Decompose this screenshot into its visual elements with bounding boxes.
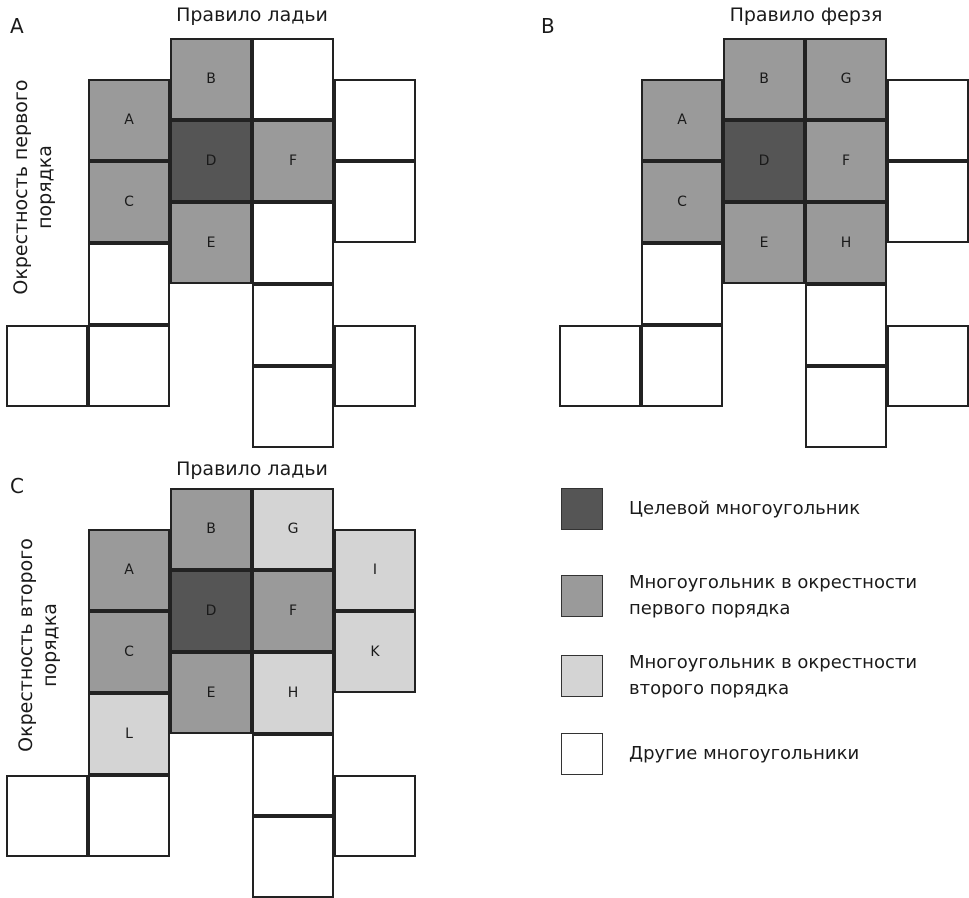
- polygon-other: [805, 366, 887, 448]
- polygon-c: C: [641, 161, 723, 243]
- polygon-g: G: [252, 488, 334, 570]
- legend-label-other: Другие многоугольники: [629, 743, 860, 764]
- panel-a-title: Правило ладьи: [176, 4, 328, 26]
- legend-swatch-first-order: [561, 575, 603, 617]
- polygon-a: A: [88, 529, 170, 611]
- polygon-e: E: [170, 202, 252, 284]
- polygon-d: D: [170, 570, 252, 652]
- polygon-l: L: [88, 693, 170, 775]
- panel-c: C Правило ладьи Окрестность второго поря…: [0, 0, 460, 898]
- polygon-other: [559, 325, 641, 407]
- polygon-other: [805, 284, 887, 366]
- polygon-b: B: [170, 38, 252, 120]
- polygon-f: F: [252, 570, 334, 652]
- polygon-a: A: [88, 79, 170, 161]
- polygon-other: [334, 79, 416, 161]
- polygon-f: F: [805, 120, 887, 202]
- polygon-b: B: [723, 38, 805, 120]
- polygon-b: B: [170, 488, 252, 570]
- polygon-other: [887, 161, 969, 243]
- panel-c-title: Правило ладьи: [176, 458, 328, 480]
- legend-label-target: Целевой многоугольник: [629, 498, 861, 519]
- polygon-other: [252, 734, 334, 816]
- polygon-d: D: [170, 120, 252, 202]
- polygon-other: [334, 325, 416, 407]
- polygon-other: [887, 325, 969, 407]
- polygon-other: [252, 284, 334, 366]
- polygon-other: [887, 79, 969, 161]
- polygon-h: H: [805, 202, 887, 284]
- polygon-other: [641, 325, 723, 407]
- polygon-other: [334, 775, 416, 857]
- polygon-d: D: [723, 120, 805, 202]
- legend-label-second-order: Многоугольник в окрестности второго поря…: [629, 652, 918, 699]
- polygon-h: H: [252, 652, 334, 734]
- polygon-other: [252, 366, 334, 448]
- polygon-c: C: [88, 611, 170, 693]
- polygon-k: K: [334, 611, 416, 693]
- polygon-e: E: [170, 652, 252, 734]
- panel-c-letter: C: [10, 474, 24, 498]
- polygon-other: [88, 775, 170, 857]
- panel-a: A Правило ладьи Окрестность первого поря…: [0, 0, 460, 450]
- polygon-g: G: [805, 38, 887, 120]
- legend-other: Другие многоугольники: [561, 733, 859, 775]
- polygon-other: [334, 161, 416, 243]
- polygon-other: [6, 325, 88, 407]
- polygon-e: E: [723, 202, 805, 284]
- legend-second-order: Многоугольник в окрестности второго поря…: [561, 650, 917, 702]
- polygon-other: [641, 243, 723, 325]
- polygon-other: [252, 38, 334, 120]
- legend-target: Целевой многоугольник: [561, 488, 860, 530]
- panel-c-side-label: Окрестность второго порядка: [15, 538, 61, 752]
- legend-swatch-target: [561, 488, 603, 530]
- panel-b-title: Правило ферзя: [729, 4, 883, 26]
- panel-b-letter: B: [541, 14, 555, 38]
- polygon-c: C: [88, 161, 170, 243]
- polygon-other: [252, 816, 334, 898]
- legend-first-order: Многоугольник в окрестности первого поря…: [561, 570, 917, 622]
- polygon-other: [88, 325, 170, 407]
- polygon-other: [88, 243, 170, 325]
- panel-a-letter: A: [10, 14, 24, 38]
- legend-label-first-order: Многоугольник в окрестности первого поря…: [629, 572, 918, 619]
- polygon-a: A: [641, 79, 723, 161]
- polygon-i: I: [334, 529, 416, 611]
- polygon-f: F: [252, 120, 334, 202]
- polygon-other: [252, 202, 334, 284]
- legend-swatch-second-order: [561, 655, 603, 697]
- legend-swatch-other: [561, 733, 603, 775]
- polygon-other: [6, 775, 88, 857]
